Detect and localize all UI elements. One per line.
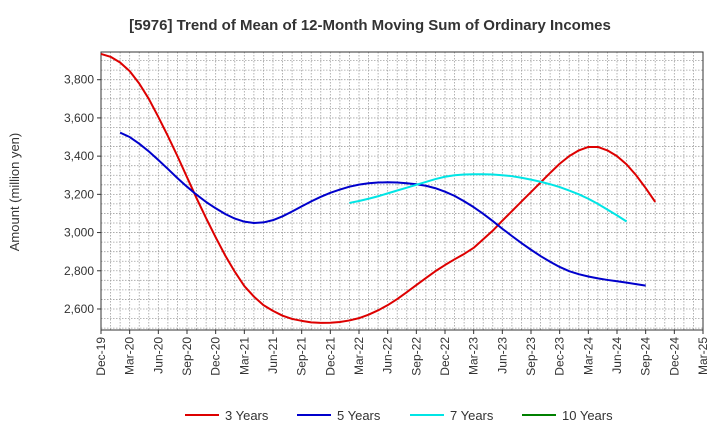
x-tick-label: Jun-22 (381, 337, 395, 374)
y-tick-label: 3,400 (64, 149, 94, 163)
x-tick-label: Jun-24 (610, 337, 624, 374)
legend-label: 7 Years (450, 408, 494, 423)
x-tick-label: Jun-21 (266, 337, 280, 374)
x-tick-label: Dec-19 (94, 337, 108, 376)
x-axis-ticks: Dec-19 Mar-20 Jun-20 Sep-20 Dec-20 Mar-21 Jun-… (94, 330, 710, 376)
series-line-7-years (349, 173, 628, 223)
plot-frame (100, 51, 704, 331)
x-tick-label: Mar-23 (467, 337, 481, 375)
x-tick-label: Sep-22 (409, 337, 423, 376)
x-tick-label: Mar-24 (581, 337, 595, 375)
y-tick-label: 3,800 (64, 73, 94, 87)
y-axis-ticks: 2,600 2,800 3,000 3,200 3,400 3,600 3,800 (64, 73, 101, 316)
y-axis-label: Amount (million yen) (7, 133, 22, 252)
x-tick-label: Dec-22 (438, 337, 452, 376)
x-tick-label: Dec-20 (209, 337, 223, 376)
legend-label: 5 Years (337, 408, 381, 423)
plot-border (100, 51, 704, 331)
x-tick-label: Mar-21 (237, 337, 251, 375)
x-tick-label: Mar-22 (352, 337, 366, 375)
x-tick-label: Sep-20 (180, 337, 194, 376)
legend-label: 3 Years (225, 408, 269, 423)
grid (100, 52, 704, 330)
y-tick-label: 3,000 (64, 226, 94, 240)
legend-label: 10 Years (562, 408, 613, 423)
x-tick-label: Dec-23 (553, 337, 567, 376)
y-tick-label: 3,200 (64, 187, 94, 201)
x-tick-label: Jun-20 (151, 337, 165, 374)
x-tick-label: Sep-21 (295, 337, 309, 376)
y-tick-label: 2,800 (64, 264, 94, 278)
legend: 3 Years 5 Years 7 Years 10 Years (185, 408, 613, 423)
chart-title: [5976] Trend of Mean of 12-Month Moving … (129, 17, 611, 34)
x-tick-label: Dec-24 (667, 337, 681, 376)
x-tick-label: Sep-24 (639, 337, 653, 376)
y-tick-label: 2,600 (64, 302, 94, 316)
series-line-5-years (119, 131, 646, 287)
y-tick-label: 3,600 (64, 111, 94, 125)
x-tick-label: Dec-21 (323, 337, 337, 376)
x-tick-label: Sep-23 (524, 337, 538, 376)
x-tick-label: Jun-23 (495, 337, 509, 374)
x-tick-label: Mar-25 (696, 337, 710, 375)
x-tick-label: Mar-20 (123, 337, 137, 375)
series-lines (100, 52, 657, 324)
